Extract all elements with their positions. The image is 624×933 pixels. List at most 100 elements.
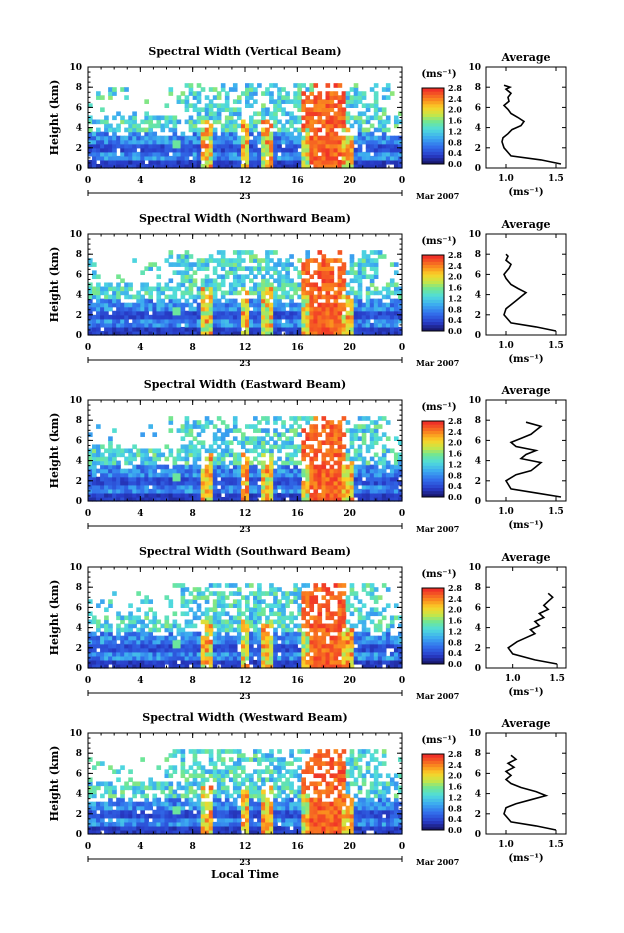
- heatmap-cell: [309, 595, 314, 600]
- heatmap-cell: [313, 587, 318, 592]
- heatmap-cell: [249, 132, 254, 137]
- heatmap-cell: [249, 266, 254, 271]
- heatmap-cell: [317, 656, 322, 661]
- heatmap-cell: [253, 493, 258, 498]
- heatmap-cell: [193, 307, 198, 312]
- heatmap-cell: [362, 303, 367, 308]
- heatmap-cell: [116, 327, 121, 332]
- heatmap-cell: [237, 465, 242, 470]
- heatmap-cell: [358, 660, 363, 665]
- heatmap-cell: [366, 628, 371, 633]
- heatmap-cell: [309, 258, 314, 263]
- heatmap-cell: [342, 481, 347, 486]
- heatmap-cell: [229, 311, 234, 316]
- panel-title: Spectral Width (Vertical Beam): [148, 45, 341, 58]
- heatmap-cell: [140, 270, 145, 275]
- heatmap-cell: [160, 315, 165, 320]
- heatmap-cell: [181, 648, 186, 653]
- heatmap-cell: [201, 278, 206, 283]
- heatmap-cell: [164, 311, 169, 316]
- heatmap-cell: [342, 473, 347, 478]
- heatmap-cell: [253, 144, 258, 149]
- heatmap-cell: [201, 477, 206, 482]
- avg-y-tick-label: 8: [475, 83, 481, 93]
- heatmap-cell: [309, 111, 314, 116]
- heatmap-cell: [358, 640, 363, 645]
- heatmap-cell: [297, 319, 302, 324]
- heatmap-cell: [362, 111, 367, 116]
- heatmap-cell: [378, 473, 383, 478]
- heatmap-cell: [92, 274, 97, 279]
- heatmap-cell: [144, 152, 149, 157]
- heatmap-cell: [104, 493, 109, 498]
- heatmap-cell: [334, 315, 339, 320]
- heatmap-cell: [197, 632, 202, 637]
- heatmap-cell: [104, 465, 109, 470]
- heatmap-cell: [213, 323, 218, 328]
- heatmap-cell: [273, 473, 278, 478]
- heatmap-cell: [100, 120, 105, 125]
- heatmap-cell: [245, 250, 250, 255]
- heatmap-cell: [273, 115, 278, 120]
- heatmap-cell: [309, 615, 314, 620]
- heatmap-cell: [116, 465, 121, 470]
- avg-y-tick-label: 10: [468, 396, 481, 406]
- heatmap-cell: [241, 128, 246, 133]
- heatmap-cell: [309, 128, 314, 133]
- average-frame: [486, 67, 566, 168]
- heatmap-cell: [338, 327, 343, 332]
- panel-3: Spectral Width (Southward Beam)0246810He…: [48, 545, 566, 701]
- heatmap-cell: [301, 107, 306, 112]
- heatmap-cell: [382, 327, 387, 332]
- heatmap-cell: [193, 485, 198, 490]
- heatmap-cell: [366, 258, 371, 263]
- heatmap-cell: [245, 152, 250, 157]
- heatmap-cell: [273, 152, 278, 157]
- heatmap-cell: [193, 652, 198, 657]
- heatmap-cell: [354, 432, 359, 437]
- heatmap-cell: [342, 583, 347, 588]
- heatmap-cell: [281, 95, 286, 100]
- heatmap-cell: [209, 307, 214, 312]
- heatmap-cell: [225, 652, 230, 657]
- heatmap-cell: [225, 258, 230, 263]
- colorbar-tick-label: 0.8: [448, 137, 462, 147]
- heatmap-cell: [257, 156, 262, 161]
- heatmap-cell: [301, 444, 306, 449]
- heatmap-cell: [362, 481, 367, 486]
- heatmap-cell: [350, 254, 355, 259]
- heatmap-cell: [374, 107, 379, 112]
- heatmap-cell: [281, 473, 286, 478]
- heatmap-cell: [382, 477, 387, 482]
- heatmap-cell: [265, 128, 270, 133]
- heatmap-cell: [181, 656, 186, 661]
- heatmap-cell: [225, 644, 230, 649]
- heatmap-cell: [189, 640, 194, 645]
- heatmap-cell: [193, 270, 198, 275]
- heatmap-cell: [197, 595, 202, 600]
- heatmap-cell: [237, 95, 242, 100]
- heatmap-cell: [350, 477, 355, 482]
- heatmap-cell: [305, 493, 310, 498]
- heatmap-cell: [257, 295, 262, 300]
- heatmap-cell: [257, 319, 262, 324]
- heatmap-cell: [350, 457, 355, 462]
- heatmap-cell: [285, 295, 290, 300]
- heatmap-cell: [257, 660, 262, 665]
- heatmap-cell: [350, 95, 355, 100]
- heatmap-cell: [277, 636, 282, 641]
- heatmap-cell: [205, 644, 210, 649]
- heatmap-cell: [342, 640, 347, 645]
- heatmap-cell: [209, 644, 214, 649]
- heatmap-cell: [297, 469, 302, 474]
- heatmap-cell: [346, 156, 351, 161]
- colorbar-segment: [422, 110, 444, 114]
- heatmap-cell: [136, 299, 141, 304]
- heatmap-cell: [144, 307, 149, 312]
- heatmap-cell: [273, 107, 278, 112]
- heatmap-cell: [362, 156, 367, 161]
- heatmap-cell: [193, 624, 198, 629]
- heatmap-cell: [350, 266, 355, 271]
- heatmap-cell: [326, 603, 331, 608]
- heatmap-cell: [358, 148, 363, 153]
